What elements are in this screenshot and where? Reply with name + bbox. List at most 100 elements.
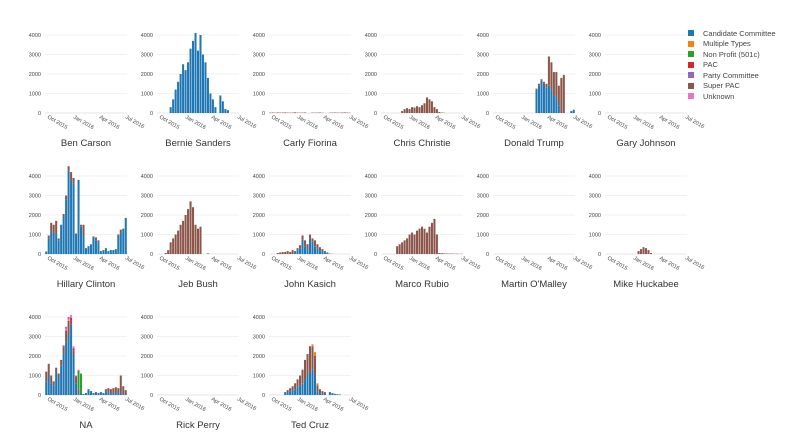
bar-pac (70, 317, 73, 321)
bar-candidate (301, 383, 304, 395)
legend[interactable]: Candidate Committee Multiple Types Non Pro… (688, 28, 776, 102)
bar-superpac (117, 388, 120, 393)
bar-superpac (438, 253, 441, 255)
bar-candidate (119, 393, 122, 395)
y-tick-label: 0 (38, 111, 41, 117)
legend-item-nonprofit[interactable]: Non Profit (501c) (688, 49, 776, 60)
x-tick-label: Jul 2016 (348, 397, 369, 413)
y-tick-label: 1000 (477, 92, 489, 98)
bar-superpac (547, 56, 550, 86)
x-tick-label: Jul 2016 (348, 256, 369, 272)
y-tick-label: 1000 (253, 92, 265, 98)
bar-superpac (70, 320, 73, 325)
bar-candidate (177, 81, 180, 113)
bar-candidate (84, 393, 88, 395)
bar-candidate (192, 40, 195, 113)
bar-superpac (294, 251, 297, 253)
y-tick-label: 1000 (253, 233, 265, 239)
legend-label: Party Committee (703, 70, 759, 80)
bar-pac (72, 348, 75, 351)
y-tick-label: 0 (598, 111, 601, 117)
legend-item-multiple[interactable]: Multiple Types (688, 39, 776, 50)
bar-superpac (649, 253, 652, 255)
bar-candidate (291, 390, 294, 396)
bar-candidate (50, 383, 53, 395)
bar-candidate (45, 252, 48, 254)
legend-item-candidate[interactable]: Candidate Committee (688, 28, 776, 39)
bar-multiple (311, 344, 314, 347)
bar-superpac (440, 253, 443, 254)
y-tick-label: 1000 (589, 92, 601, 98)
bar-superpac (279, 252, 282, 254)
bar-superpac (401, 111, 404, 113)
bar-superpac (62, 214, 65, 217)
bar-candidate (117, 236, 120, 254)
bar-candidate (92, 393, 95, 395)
bar-superpac (316, 244, 319, 249)
bar-superpac (67, 166, 70, 171)
bar-superpac (318, 389, 321, 394)
bar-superpac (306, 354, 309, 376)
bar-superpac (552, 72, 555, 96)
bar-superpac (114, 387, 117, 394)
bar-superpac (57, 373, 60, 378)
bar-candidate (57, 240, 60, 254)
bar-candidate (75, 234, 78, 254)
x-tick-label: Apr 2016 (210, 115, 232, 131)
panel-title: Hillary Clinton (57, 279, 116, 290)
bar-candidate (62, 354, 65, 395)
y-tick-label: 3000 (141, 53, 153, 59)
y-tick-label: 3000 (589, 53, 601, 59)
bar-candidate (545, 87, 548, 113)
x-tick-label: Jan 2016 (520, 115, 543, 132)
bar-candidate (70, 324, 73, 395)
bar-candidate (124, 217, 127, 255)
bar-superpac (301, 369, 304, 384)
bar-candidate (77, 179, 80, 254)
panel-na: 0 1000 2000 3000 4000 Oct 2015 Jan 2016 Apr 201… (29, 315, 145, 431)
bar-candidate (316, 391, 319, 395)
bar-candidate (52, 234, 55, 254)
bar-superpac (60, 359, 63, 366)
bar-candidate (187, 62, 190, 113)
bar-superpac (70, 172, 73, 180)
bar-candidate (117, 392, 120, 395)
bar-superpac (296, 248, 299, 251)
legend-swatch (688, 30, 694, 37)
bar-candidate (226, 110, 229, 113)
y-tick-label: 4000 (141, 33, 153, 39)
bar-candidate (294, 389, 297, 395)
bar-candidate (535, 89, 538, 113)
panel-title: Marco Rubio (395, 279, 449, 290)
bar-candidate (311, 369, 314, 395)
bar-superpac (411, 107, 414, 113)
x-tick-label: Apr 2016 (546, 115, 568, 131)
bar-candidate (77, 393, 80, 395)
bar-party (65, 326, 68, 329)
x-tick-label: Jan 2016 (184, 256, 207, 273)
y-tick-label: 4000 (477, 174, 489, 180)
legend-item-superpac[interactable]: Super PAC (688, 81, 776, 92)
y-tick-label: 4000 (29, 174, 41, 180)
x-tick-label: Jul 2016 (124, 256, 145, 272)
x-tick-label: Oct 2015 (270, 256, 292, 272)
bar-candidate (214, 107, 217, 113)
legend-item-pac[interactable]: PAC (688, 60, 776, 71)
bar-superpac (396, 246, 399, 254)
y-tick-label: 2000 (253, 72, 265, 78)
bar-candidate (109, 393, 112, 395)
bar-candidate (328, 392, 331, 395)
x-tick-label: Jan 2016 (184, 115, 207, 132)
legend-item-unknown[interactable]: Unknown (688, 91, 776, 102)
panel-mike-huckabee: 0 1000 2000 3000 4000 Oct 2015 Jan 2016 Apr 201… (589, 174, 705, 290)
bar-candidate (311, 241, 314, 254)
bar-candidate (72, 356, 75, 395)
bar-superpac (174, 234, 177, 254)
legend-swatch (688, 51, 694, 58)
bar-superpac (413, 234, 416, 254)
y-tick-label: 2000 (29, 72, 41, 78)
bar-candidate (196, 50, 200, 113)
x-tick-label: Jul 2016 (684, 115, 705, 131)
bar-superpac (306, 244, 309, 250)
legend-item-party[interactable]: Party Committee (688, 70, 776, 81)
